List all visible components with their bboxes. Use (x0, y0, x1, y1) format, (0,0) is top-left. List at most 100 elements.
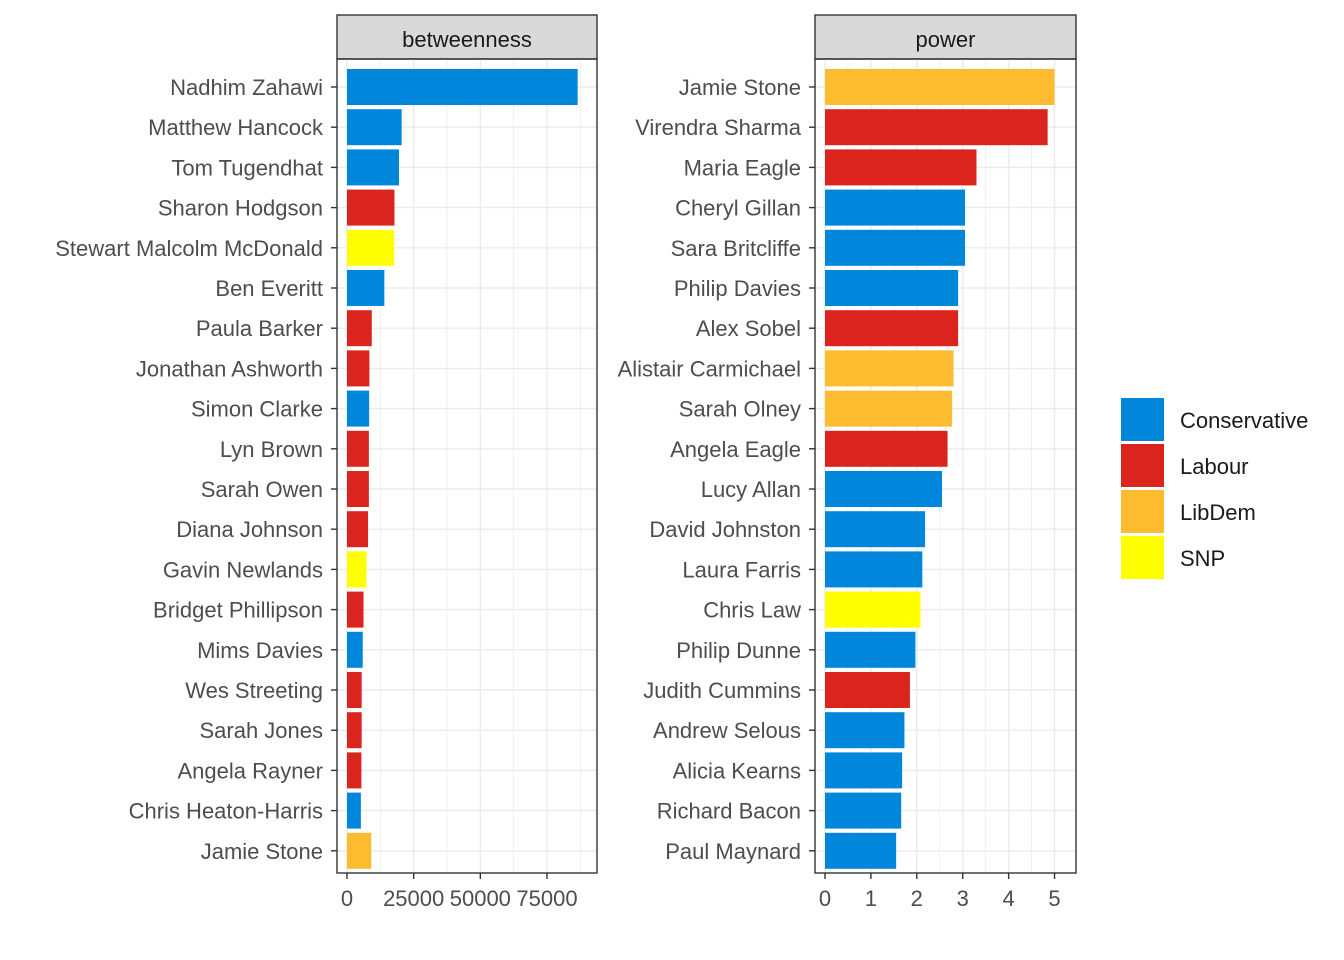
category-label: Simon Clarke (191, 397, 323, 422)
facet-title: power (916, 27, 976, 52)
bar-snp (347, 229, 395, 266)
category-label: Gavin Newlands (163, 557, 323, 582)
category-label: Sara Britcliffe (671, 236, 801, 261)
bar-libdem (825, 69, 1055, 105)
category-label: David Johnston (649, 517, 801, 542)
x-tick-label: 2 (911, 886, 923, 911)
facet-strip (336, 14, 598, 60)
x-tick-label: 0 (341, 886, 353, 911)
bar-labour (347, 672, 362, 708)
x-tick-label: 5 (1048, 886, 1060, 911)
panel-border (336, 58, 598, 874)
category-label: Angela Eagle (670, 437, 801, 462)
panel-betweenness: betweenness Nadhim Zahawi Matthew Hancock T… (55, 14, 598, 911)
category-label: Ben Everitt (215, 276, 323, 301)
category-label: Stewart Malcolm McDonald (55, 236, 323, 261)
panel-border (814, 58, 1077, 874)
category-label: Angela Rayner (177, 758, 323, 783)
bar-conservative (825, 551, 923, 588)
x-tick-label: 75000 (516, 886, 577, 911)
bar-labour (825, 430, 948, 467)
category-label: Sarah Olney (679, 397, 801, 422)
panel-power: power Jamie Stone Virendra Sharma Maria Eag… (618, 14, 1077, 911)
legend-label: SNP (1180, 546, 1225, 571)
bar-conservative (347, 149, 399, 186)
category-label: Diana Johnson (176, 517, 323, 542)
bar-conservative (347, 390, 370, 427)
bar-libdem (825, 350, 954, 387)
category-label: Bridget Phillipson (153, 598, 323, 623)
category-label: Paula Barker (196, 316, 323, 341)
bar-conservative (825, 752, 903, 789)
category-label: Philip Davies (674, 276, 801, 301)
x-tick-label: 50000 (450, 886, 511, 911)
legend-label: Labour (1180, 454, 1249, 479)
category-label: Jamie Stone (201, 839, 323, 864)
x-axis: 0 25000 50000 75000 (341, 873, 578, 911)
legend-label: LibDem (1180, 500, 1256, 525)
bar-labour (347, 471, 369, 507)
bar-labour (347, 712, 362, 749)
bar-conservative (347, 69, 578, 105)
legend-key (1121, 444, 1164, 487)
bar-labour (347, 511, 369, 548)
legend-label: Conservative (1180, 408, 1308, 433)
bar-conservative (825, 712, 905, 749)
facet-panels: betweenness Nadhim Zahawi Matthew Hancock T… (55, 14, 1077, 911)
bar-labour (347, 752, 362, 789)
y-axis: Nadhim Zahawi Matthew Hancock Tom Tugendha… (55, 75, 337, 864)
bar-conservative (347, 109, 402, 146)
category-label: Alicia Kearns (673, 758, 801, 783)
bar-labour (347, 350, 370, 387)
bar-conservative (825, 471, 943, 507)
category-label: Richard Bacon (657, 799, 801, 824)
category-label: Sharon Hodgson (158, 196, 323, 221)
bar-libdem (825, 390, 953, 427)
legend-key (1121, 490, 1164, 533)
x-tick-label: 25000 (383, 886, 444, 911)
category-label: Jonathan Ashworth (136, 356, 323, 381)
bar-conservative (825, 511, 926, 548)
category-label: Sarah Owen (201, 477, 323, 502)
x-tick-label: 0 (819, 886, 831, 911)
category-label: Lucy Allan (701, 477, 801, 502)
bar-labour (825, 149, 977, 186)
category-label: Sarah Jones (199, 718, 323, 743)
x-axis: 0 1 2 3 4 5 (819, 873, 1061, 911)
category-label: Philip Dunne (676, 638, 801, 663)
bar-labour (825, 672, 910, 708)
bar-conservative (825, 792, 902, 829)
legend: Conservative Labour LibDem SNP (1121, 398, 1308, 579)
facet-strip (814, 14, 1077, 60)
bar-conservative (825, 832, 897, 869)
bar-conservative (347, 631, 363, 668)
category-label: Nadhim Zahawi (170, 75, 323, 100)
bar-conservative (825, 229, 966, 266)
bar-snp (347, 551, 367, 588)
category-label: Alistair Carmichael (618, 356, 801, 381)
bar-snp (825, 591, 921, 628)
bar-conservative (825, 631, 916, 668)
bar-labour (347, 430, 369, 467)
category-label: Paul Maynard (665, 839, 801, 864)
category-label: Mims Davies (197, 638, 323, 663)
facet-title: betweenness (402, 27, 532, 52)
category-label: Chris Law (703, 598, 801, 623)
category-label: Judith Cummins (643, 678, 801, 703)
category-label: Andrew Selous (653, 718, 801, 743)
category-label: Tom Tugendhat (171, 155, 323, 180)
category-label: Jamie Stone (679, 75, 801, 100)
bar-conservative (825, 270, 959, 306)
legend-key (1121, 536, 1164, 579)
category-label: Laura Farris (682, 557, 801, 582)
bar-conservative (825, 189, 966, 226)
x-tick-label: 1 (865, 886, 877, 911)
bar-libdem (347, 832, 372, 869)
x-tick-label: 3 (957, 886, 969, 911)
legend-key (1121, 398, 1164, 441)
x-tick-label: 4 (1002, 886, 1014, 911)
y-axis: Jamie Stone Virendra Sharma Maria Eagle Che… (618, 75, 815, 864)
category-label: Lyn Brown (220, 437, 323, 462)
category-label: Matthew Hancock (148, 115, 324, 140)
